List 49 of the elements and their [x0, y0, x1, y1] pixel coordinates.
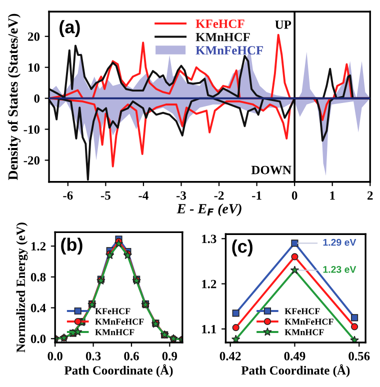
- y-tick-label: 20: [28, 32, 40, 41]
- annotation: DOWN: [251, 166, 292, 174]
- legend-label: KMnFeHCF: [284, 318, 334, 325]
- x-tick-label: 0.3: [86, 352, 101, 360]
- legend-label: KMnFeHCF: [95, 318, 144, 325]
- y-tick-label: 0.8: [30, 272, 46, 282]
- x-tick-label: -1: [252, 191, 262, 200]
- annotation: (b): [61, 238, 82, 255]
- x-tick-label: 0.6: [124, 352, 139, 360]
- x-tick-label: 0.42: [220, 352, 241, 360]
- y-axis-title: Normalized Energy (eV): [16, 222, 28, 352]
- x-axis-title: Path Coordinate (Å): [241, 364, 350, 378]
- y-tick-label: 0.4: [30, 304, 46, 312]
- y-axis-title: Density of States (States/eV): [8, 14, 21, 180]
- annotation: (a): [60, 20, 80, 37]
- y-tick-label: 1.2: [31, 242, 46, 251]
- annotation: (c): [232, 240, 252, 256]
- y-tick-label: -20: [24, 156, 40, 165]
- x-tick-label: -2: [214, 191, 224, 200]
- y-tick-label: 1.2: [202, 280, 216, 288]
- y-tick-label: 0.0: [30, 334, 46, 344]
- x-axis-title: Path Coordinate (Å): [64, 364, 173, 378]
- legend-label: KFeHCF: [95, 308, 130, 314]
- legend-label: KFeHCF: [284, 308, 320, 314]
- x-tick-label: 0.56: [348, 352, 370, 360]
- x-tick-label: -4: [138, 191, 148, 200]
- x-tick-label: 0: [292, 191, 298, 200]
- legend-label: KMnHCF: [196, 32, 250, 42]
- x-tick-label: -6: [63, 191, 73, 200]
- x-tick-label: 1: [330, 191, 335, 200]
- annotation: 1.23 eV: [323, 266, 356, 273]
- legend-label: KMnHCF: [284, 329, 324, 336]
- y-tick-label: 1.1: [202, 325, 216, 334]
- x-tick-label: -5: [100, 191, 110, 200]
- x-tick-label: 2: [368, 191, 373, 200]
- legend-label: KFeHCF: [196, 20, 244, 28]
- x-tick-label: -3: [176, 191, 186, 200]
- x-tick-label: 0.49: [284, 352, 306, 360]
- annotation: UP: [275, 20, 292, 29]
- y-tick-label: 0: [34, 94, 40, 103]
- legend-label: KMnFeHCF: [196, 46, 263, 55]
- x-axis-title: E - E$_{F}$ (eV): [176, 204, 242, 216]
- y-tick-label: 10: [28, 63, 40, 72]
- y-tick-label: 1.3: [202, 234, 216, 244]
- annotation: 1.29 eV: [323, 238, 356, 246]
- legend-label: KMnHCF: [95, 329, 134, 336]
- x-tick-label: 0.9: [162, 352, 178, 360]
- y-tick-label: -10: [24, 125, 40, 134]
- x-tick-label: 0.0: [48, 352, 62, 360]
